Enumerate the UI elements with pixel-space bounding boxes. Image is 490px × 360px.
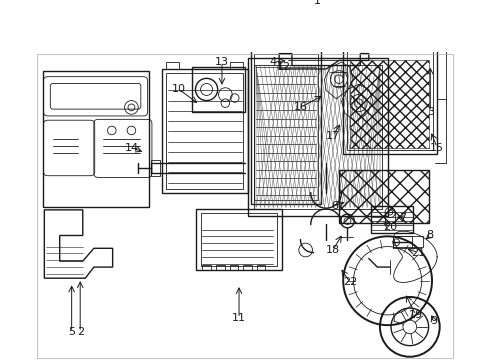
Bar [200,213,277,266]
Text: 9: 9 [430,316,437,326]
Bar [244,265,252,270]
Bar [254,65,382,209]
Bar [192,67,245,112]
Bar [43,71,149,207]
Bar [254,54,318,201]
Text: 14: 14 [124,143,139,153]
Bar [167,73,244,189]
Bar [370,206,413,233]
Bar [385,212,395,223]
Text: 6: 6 [331,201,338,211]
Text: 5: 5 [68,327,75,337]
Bar [257,265,266,270]
Text: 13: 13 [215,57,229,67]
Text: 8: 8 [427,230,434,240]
Bar [230,62,244,69]
Bar [343,35,437,154]
Text: 19: 19 [409,310,423,320]
Bar [392,237,412,248]
Text: 21: 21 [411,248,425,257]
Bar [251,50,321,204]
Text: 15: 15 [430,143,444,153]
Bar [196,209,282,270]
Bar [339,170,429,223]
Text: 20: 20 [383,222,397,232]
Bar [167,62,179,69]
Bar [350,60,429,148]
Text: 7: 7 [399,213,407,224]
Text: 11: 11 [232,313,246,323]
Bar [339,170,429,223]
Text: 18: 18 [326,245,340,255]
Text: 10: 10 [172,85,186,94]
Bar [392,237,422,247]
Text: 3: 3 [427,107,434,117]
Text: 22: 22 [343,278,357,287]
Text: 1: 1 [314,0,321,6]
Bar [247,58,389,216]
Text: 12: 12 [276,62,291,72]
Bar [216,265,224,270]
Bar [230,265,238,270]
Text: 4: 4 [270,57,277,67]
Text: 16: 16 [294,102,308,112]
Text: 17: 17 [326,131,340,140]
Bar [162,69,247,193]
Bar [347,39,433,150]
Bar [151,160,160,176]
Bar [202,265,211,270]
Text: 2: 2 [76,327,84,337]
